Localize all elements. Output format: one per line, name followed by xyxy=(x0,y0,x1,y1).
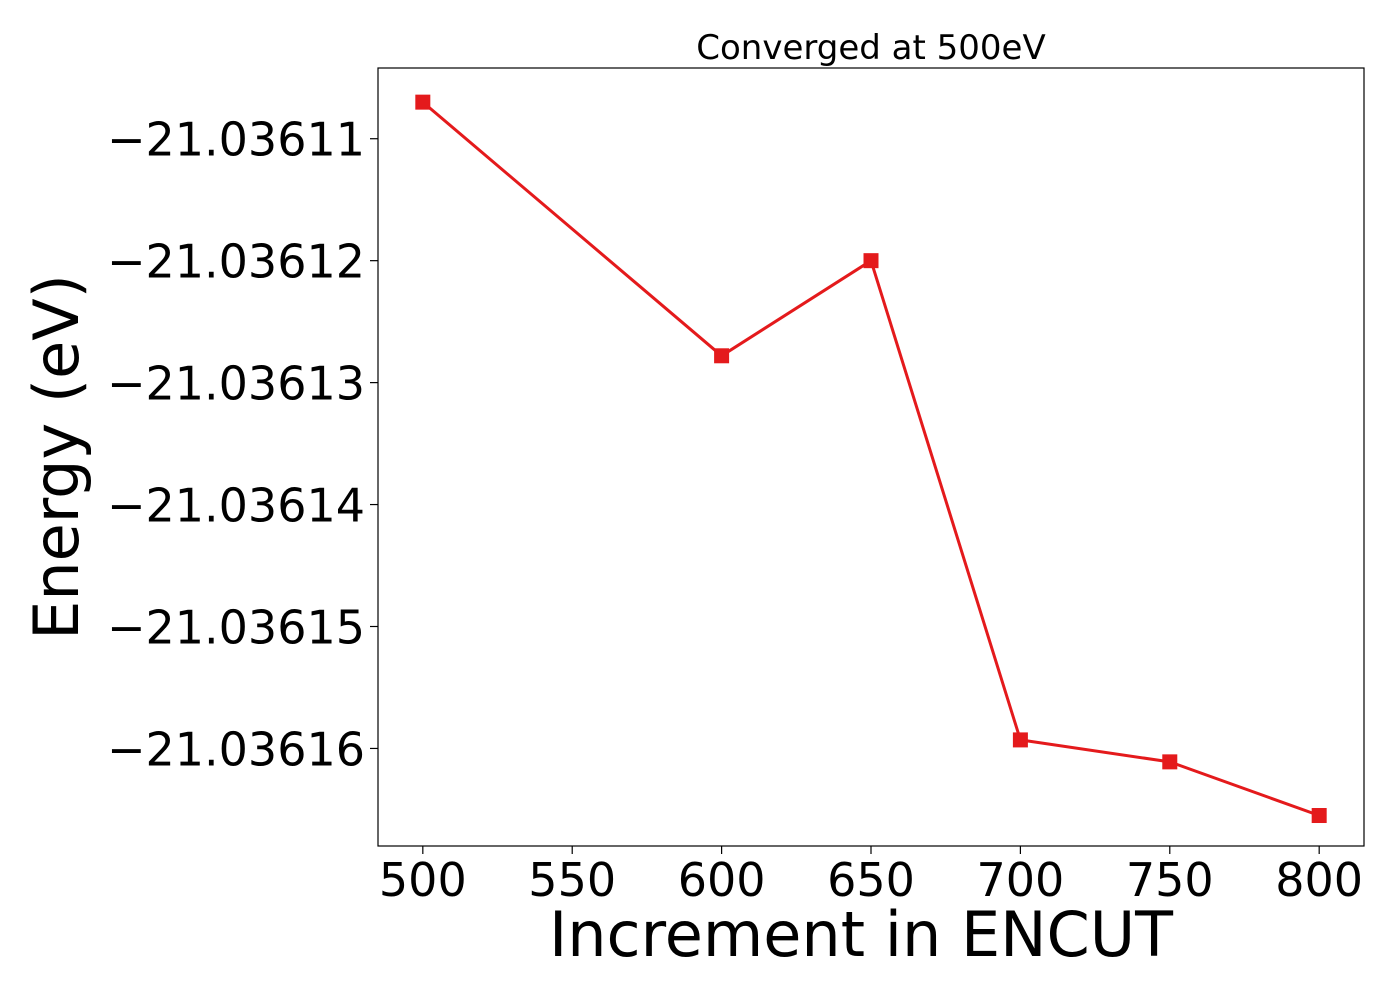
data-point-600 xyxy=(714,348,730,364)
x-axis-title: Increment in ENCUT xyxy=(549,898,1174,971)
x-tick-label-700: 700 xyxy=(976,853,1064,907)
y-tick-label-1: −21.03612 xyxy=(107,235,365,289)
y-tick-label-5: −21.03616 xyxy=(107,722,365,776)
data-point-650 xyxy=(863,253,879,269)
data-point-500 xyxy=(415,94,431,110)
x-tick-label-550: 550 xyxy=(528,853,616,907)
series-line-0 xyxy=(421,100,1320,817)
y-tick-label-4: −21.03615 xyxy=(107,601,365,655)
x-tick-label-500: 500 xyxy=(379,853,467,907)
y-axis-title: Energy (eV) xyxy=(20,274,93,640)
data-point-800 xyxy=(1311,808,1327,824)
plot-area: 500 550 600 650 700 750 800 −21.03611 −21.03612 −… xyxy=(107,67,1365,907)
y-tick-label-0: −21.03611 xyxy=(107,113,365,167)
data-point-750 xyxy=(1162,754,1178,770)
y-tick-label-3: −21.03614 xyxy=(107,479,365,533)
plot-frame xyxy=(377,67,1365,847)
data-point-700 xyxy=(1012,732,1028,748)
chart-title: Converged at 500eV xyxy=(696,28,1045,68)
x-tick-label-600: 600 xyxy=(678,853,766,907)
y-tick-label-2: −21.03613 xyxy=(107,357,365,411)
x-tick-label-750: 750 xyxy=(1126,853,1214,907)
x-tick-label-800: 800 xyxy=(1275,853,1363,907)
x-tick-label-650: 650 xyxy=(827,853,915,907)
